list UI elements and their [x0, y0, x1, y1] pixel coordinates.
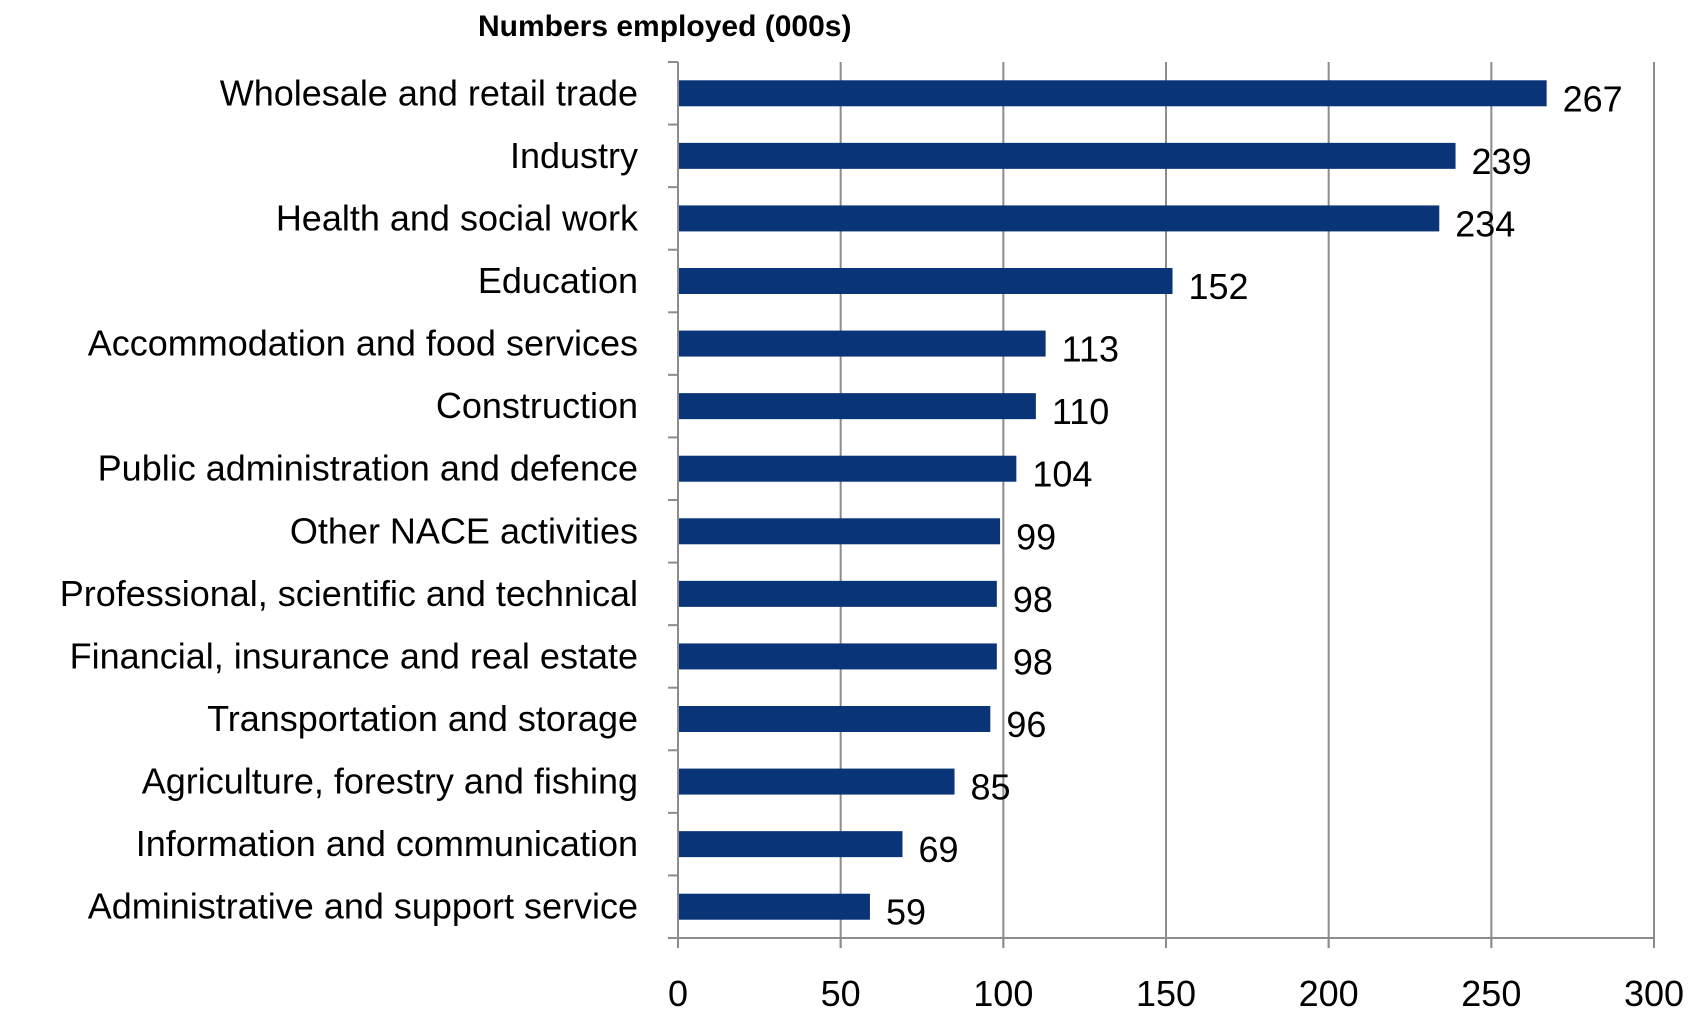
gridlines: [839, 62, 1655, 948]
bar: [678, 455, 1017, 482]
data-label: 239: [1472, 141, 1532, 182]
data-label: 96: [1006, 704, 1046, 745]
bar: [678, 706, 991, 732]
data-label: 69: [918, 829, 958, 870]
category-label: Agriculture, forestry and fishing: [142, 761, 638, 802]
x-tick-label: 100: [973, 973, 1033, 1014]
category-label: Information and communication: [136, 823, 638, 864]
category-label: Education: [478, 260, 638, 301]
x-tick-label: 250: [1461, 973, 1521, 1014]
category-label: Financial, insurance and real estate: [70, 635, 638, 676]
category-label: Transportation and storage: [207, 698, 638, 739]
x-tick-label: 0: [668, 973, 688, 1014]
x-tick-label: 300: [1624, 973, 1684, 1014]
data-label: 59: [886, 892, 926, 933]
data-label: 98: [1013, 579, 1053, 620]
data-label: 99: [1016, 516, 1056, 557]
data-label: 110: [1052, 391, 1109, 432]
bar: [678, 80, 1547, 107]
category-label: Wholesale and retail trade: [220, 72, 638, 113]
bar: [678, 893, 870, 920]
category-labels: Wholesale and retail trade Industry Health…: [60, 72, 639, 926]
x-tick-label: 200: [1299, 973, 1359, 1014]
bar: [678, 518, 1001, 545]
category-label: Professional, scientific and technical: [60, 573, 638, 614]
x-tick-label: 150: [1136, 973, 1196, 1014]
data-label: 85: [971, 767, 1011, 808]
bar: [678, 142, 1456, 169]
category-label: Public administration and defence: [98, 448, 638, 489]
category-label: Accommodation and food services: [88, 323, 638, 364]
x-tick-labels: 0 50 100 150 200 250 300: [668, 973, 1684, 1014]
category-label: Administrative and support service: [88, 886, 638, 927]
bar: [678, 768, 955, 795]
bar: [678, 643, 997, 670]
bar: [678, 580, 997, 607]
chart-title: Numbers employed (000s): [478, 10, 851, 43]
data-label: 104: [1032, 454, 1092, 495]
data-labels: 267 239 234 152 113 110 104 99 98 98 96 85 69 59: [886, 78, 1623, 932]
axes: [668, 61, 1655, 948]
x-tick-label: 50: [821, 973, 861, 1014]
category-label: Industry: [510, 135, 638, 176]
category-label: Health and social work: [276, 197, 639, 238]
bar: [678, 831, 903, 858]
data-label: 234: [1455, 203, 1515, 244]
bar: [678, 393, 1036, 420]
bar: [678, 205, 1440, 232]
data-label: 152: [1189, 266, 1249, 307]
bar: [678, 330, 1046, 357]
data-label: 113: [1062, 329, 1119, 370]
bars: [678, 80, 1547, 920]
category-label: Construction: [436, 385, 638, 426]
category-label: Other NACE activities: [290, 510, 638, 551]
data-label: 98: [1013, 641, 1053, 682]
data-label: 267: [1563, 78, 1623, 119]
bar: [678, 268, 1173, 294]
